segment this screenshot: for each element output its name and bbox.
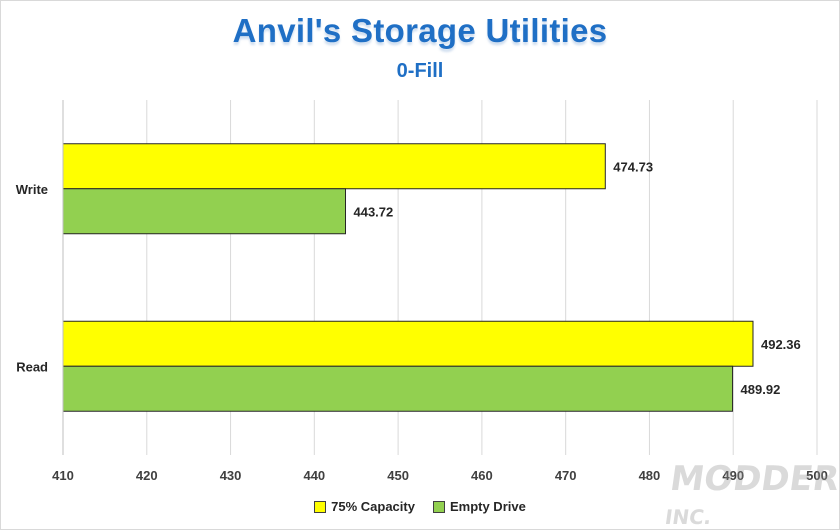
bar-read-75-capacity — [62, 320, 754, 367]
chart-subtitle: 0-Fill — [396, 60, 444, 82]
category-label-read: Read — [16, 359, 48, 374]
data-label-write-75-capacity: 474.73 — [613, 159, 653, 174]
legend-item-empty-drive: Empty Drive — [432, 499, 526, 514]
legend-swatch-75-capacity — [314, 500, 327, 513]
x-tick-label-490: 490 — [722, 468, 744, 483]
legend-item-75-capacity: 75% Capacity — [314, 499, 415, 514]
x-tick-label-420: 420 — [136, 468, 158, 483]
data-label-read-empty-drive: 489.92 — [741, 382, 781, 397]
chart-legend: 75% Capacity Empty Drive — [0, 499, 840, 514]
bar-read-empty-drive — [62, 365, 734, 412]
bar-write-empty-drive — [62, 188, 346, 235]
legend-swatch-empty-drive — [432, 500, 445, 513]
x-tick-label-440: 440 — [303, 468, 325, 483]
x-tick-label-430: 430 — [220, 468, 242, 483]
x-tick-label-500: 500 — [806, 468, 828, 483]
category-label-write: Write — [16, 182, 48, 197]
watermark-logo: MODDERS INC. — [663, 459, 840, 529]
x-tick-label-450: 450 — [387, 468, 409, 483]
chart-title: Anvil's Storage Utilities — [232, 12, 608, 49]
legend-label-75-capacity: 75% Capacity — [331, 499, 415, 514]
data-label-read-75-capacity: 492.36 — [761, 337, 801, 352]
x-tick-label-480: 480 — [639, 468, 661, 483]
data-label-write-empty-drive: 443.72 — [353, 204, 393, 219]
x-tick-label-470: 470 — [555, 468, 577, 483]
x-tick-label-460: 460 — [471, 468, 493, 483]
legend-label-empty-drive: Empty Drive — [449, 499, 526, 514]
x-tick-label-410: 410 — [52, 468, 74, 483]
bar-write-75-capacity — [62, 143, 606, 190]
